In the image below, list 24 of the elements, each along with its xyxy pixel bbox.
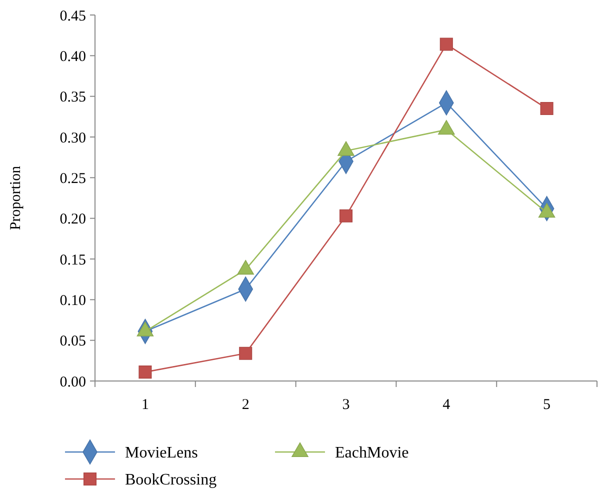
point <box>239 346 252 360</box>
x-tick-label: 1 <box>141 397 149 413</box>
y-tick-label: 0.35 <box>60 90 86 106</box>
y-tick-label: 0.30 <box>60 130 86 146</box>
point <box>138 366 152 379</box>
y-tick-label: 0.45 <box>60 8 86 24</box>
legend-label: EachMovie <box>335 444 409 462</box>
point <box>339 209 353 222</box>
y-tick-label: 0.15 <box>60 252 86 268</box>
y-tick-label: 0.10 <box>60 292 86 309</box>
y-tick-label: 0.25 <box>60 170 86 187</box>
y-axis-title: Proportion <box>8 165 24 230</box>
x-tick-label: 3 <box>342 397 350 413</box>
legend-label: BookCrossing <box>125 472 217 489</box>
y-tick-label: 0.40 <box>60 48 86 65</box>
point <box>540 102 554 116</box>
x-tick-label: 5 <box>543 397 551 413</box>
y-tick-label: 0.05 <box>60 334 86 350</box>
point <box>440 38 453 51</box>
y-tick-label: 0.20 <box>60 212 86 228</box>
x-tick-label: 4 <box>442 397 451 413</box>
legend-label: MovieLens <box>125 444 198 462</box>
x-tick-label: 2 <box>242 397 250 413</box>
y-tick-label: 0.00 <box>60 374 86 390</box>
